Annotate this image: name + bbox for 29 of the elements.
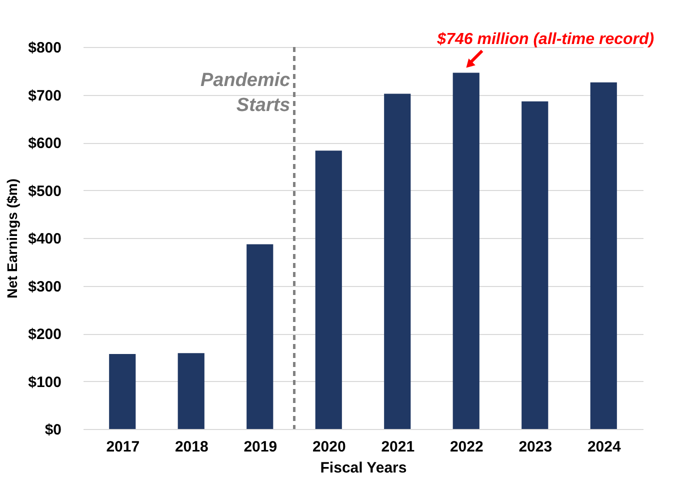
y-tick-label: $200 [28,326,62,343]
bar [178,353,204,429]
x-tick-label: 2017 [106,438,140,456]
y-tick-label: $600 [28,135,62,152]
bar [384,94,411,429]
x-tick-label: 2023 [518,438,552,456]
y-tick-label: $300 [28,278,62,296]
y-tick-label: $400 [28,230,62,248]
y-tick-label: $500 [28,182,62,200]
bar [315,150,342,429]
x-tick-label: 2021 [381,438,415,456]
y-axis-title: Net Earnings ($m) [4,178,20,298]
ref-line-label: Pandemic Starts [200,70,291,116]
y-tick-label: $800 [28,40,62,56]
bar [590,82,617,429]
bar [246,244,274,429]
y-tick-label: $700 [28,87,62,104]
x-axis-title: Fiscal Years [320,460,407,476]
y-tick-label: $100 [28,374,62,391]
x-tick-label: 2018 [174,438,208,456]
bar [109,354,136,429]
x-tick-label: 2019 [244,438,278,456]
bar [522,101,548,429]
y-tick-label: $0 [44,422,62,438]
bar [452,72,480,429]
x-tick-label: 2022 [450,438,484,456]
x-tick-label: 2020 [312,438,346,456]
x-tick-label: 2024 [587,438,622,456]
annotation: $746 million (all-time record) [436,30,654,48]
